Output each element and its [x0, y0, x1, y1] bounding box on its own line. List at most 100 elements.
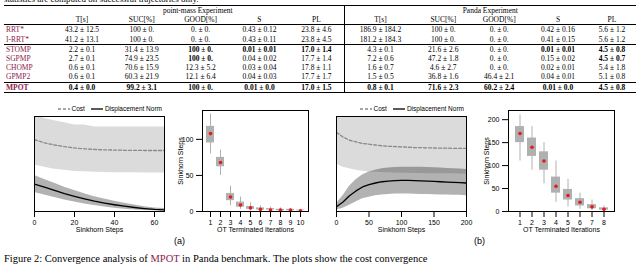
html-text:0.04 ± 0.01: 0.04 ± 0.01: [541, 72, 576, 82]
html-text:186.9 ± 184.2: 186.9 ± 184.2: [359, 25, 402, 35]
svg-text:200: 200: [488, 116, 500, 123]
html-text:41.2 ± 13.1: 41.2 ± 13.1: [64, 34, 100, 44]
html-text:23.8 ± 4.6: 23.8 ± 4.6: [301, 25, 332, 35]
html-text:GOOD[%]: GOOD[%]: [184, 15, 218, 25]
svg-text:Sinkhorn Steps: Sinkhorn Steps: [483, 137, 491, 185]
html-text:T[s]: T[s]: [374, 15, 387, 25]
html-text:0. ± 0.: 0. ± 0.: [191, 25, 211, 35]
html-text:PL: PL: [607, 15, 617, 25]
html-text:23.8 ± 4.5: 23.8 ± 4.5: [301, 34, 332, 44]
html-text:5.4 ± 1.8: 5.4 ± 1.8: [598, 63, 626, 73]
html-text:CHOMP: CHOMP: [6, 63, 33, 73]
html-text:71.6 ± 2.3: 71.6 ± 2.3: [428, 82, 459, 92]
html-text:60.3 ± 21.9: 60.3 ± 21.9: [124, 72, 159, 82]
svg-text:50: 50: [492, 185, 500, 192]
html-text:I-RRT*: I-RRT*: [6, 34, 29, 44]
html-text:4.3 ± 0.1: 4.3 ± 0.1: [367, 44, 394, 54]
html-text:31.4 ± 13.9: 31.4 ± 13.9: [124, 44, 159, 54]
html-text:17.0 ± 1.4: 17.0 ± 1.4: [301, 44, 332, 54]
html-text:RRT*: RRT*: [6, 25, 24, 35]
html-text:60.2 ± 2.4: 60.2 ± 2.4: [484, 82, 515, 92]
svg-text:8: 8: [602, 219, 606, 226]
svg-text:0: 0: [335, 219, 339, 226]
html-text:0.02 ± 0.01: 0.02 ± 0.01: [541, 63, 576, 73]
html-text:12.1 ± 6.4: 12.1 ± 6.4: [185, 72, 216, 82]
html-text:100 ± 0.: 100 ± 0.: [129, 25, 155, 35]
html-text:STOMP: STOMP: [6, 44, 31, 54]
html-text:100 ± 0.: 100 ± 0.: [430, 34, 456, 44]
html-text:99.2 ± 3.1: 99.2 ± 3.1: [126, 82, 157, 92]
html-text:0.03 ± 0.04: 0.03 ± 0.04: [242, 63, 277, 73]
html-text:0.01 ± 0.0: 0.01 ± 0.0: [542, 82, 574, 92]
html-text:0.43 ± 0.12: 0.43 ± 0.12: [242, 25, 277, 35]
html-text:0.43 ± 0.11: 0.43 ± 0.11: [242, 34, 277, 44]
html-text:46.4 ± 2.1: 46.4 ± 2.1: [484, 72, 515, 82]
svg-text:Sinkhorn Steps: Sinkhorn Steps: [177, 137, 185, 185]
svg-text:0: 0: [33, 219, 37, 226]
html-text:SUC[%]: SUC[%]: [430, 15, 457, 25]
html-text:5.6 ± 1.2: 5.6 ± 1.2: [598, 34, 626, 44]
html-text:MPOT: MPOT: [6, 82, 29, 92]
html-text:70.6 ± 15.9: 70.6 ± 15.9: [124, 63, 159, 73]
html-text:0. ± 0.: 0. ± 0.: [191, 34, 211, 44]
svg-text:Sinkhorn Steps: Sinkhorn Steps: [76, 226, 124, 234]
html-text:1.5 ± 0.5: 1.5 ± 0.5: [367, 72, 394, 82]
html-text:0. ± 0.: 0. ± 0.: [489, 25, 509, 35]
html-text:0.01 ± 0.01: 0.01 ± 0.01: [242, 44, 277, 54]
html-text:GOOD[%]: GOOD[%]: [482, 15, 516, 25]
html-text:12.3 ± 5.2: 12.3 ± 5.2: [185, 63, 216, 73]
html-text:0.01 ± 0.01: 0.01 ± 0.01: [541, 44, 576, 54]
html-text:100 ± 0.: 100 ± 0.: [129, 34, 155, 44]
svg-text:OT Terminated Iterations: OT Terminated Iterations: [217, 226, 294, 233]
html-text:GPMP2: GPMP2: [6, 72, 31, 82]
svg-text:0: 0: [496, 208, 500, 215]
html-text:point-mass Experiment: point-mass Experiment: [162, 6, 233, 15]
html-text:181.2 ± 184.3: 181.2 ± 184.3: [359, 34, 402, 44]
svg-text:10: 10: [297, 219, 305, 226]
html-text:36.8 ± 1.6: 36.8 ± 1.6: [428, 72, 459, 82]
svg-text:Sinkhorn Steps: Sinkhorn Steps: [378, 226, 426, 234]
html-text:0.01 ± 0.0: 0.01 ± 0.0: [244, 82, 275, 92]
html-text:SUC[%]: SUC[%]: [128, 15, 155, 25]
html-text:0.8 ± 0.1: 0.8 ± 0.1: [367, 82, 394, 92]
html-text:PL: PL: [312, 15, 321, 25]
svg-text:0: 0: [190, 208, 194, 215]
html-text:4.6 ± 2.7: 4.6 ± 2.7: [430, 63, 457, 73]
html-text:5.6 ± 1.2: 5.6 ± 1.2: [598, 25, 626, 35]
html-text:0.6 ± 0.1: 0.6 ± 0.1: [68, 63, 96, 73]
html-text:21.6 ± 2.6: 21.6 ± 2.6: [428, 44, 459, 54]
svg-text:1: 1: [209, 219, 213, 226]
html-text:0.42 ± 0.16: 0.42 ± 0.16: [541, 25, 576, 35]
html-text:100 ± 0.: 100 ± 0.: [188, 44, 213, 54]
svg-text:60: 60: [151, 219, 159, 226]
html-text:1.6 ± 0.7: 1.6 ± 0.7: [367, 63, 394, 73]
html-text:0.4 ± 0.0: 0.4 ± 0.0: [68, 82, 96, 92]
html-text:0. ± 0.: 0. ± 0.: [489, 34, 509, 44]
html-text:T[s]: T[s]: [75, 15, 89, 25]
html-text:2.2 ± 0.1: 2.2 ± 0.1: [68, 44, 96, 54]
svg-text:1: 1: [518, 219, 522, 226]
html-text:100 ± 0.: 100 ± 0.: [430, 25, 456, 35]
html-text:0.04 ± 0.03: 0.04 ± 0.03: [242, 72, 277, 82]
html-text:100 ± 0.: 100 ± 0.: [188, 82, 213, 92]
html-text:0. ± 0.: 0. ± 0.: [489, 63, 509, 73]
html-text:Panda Experiment: Panda Experiment: [462, 6, 518, 15]
html-text:Figure 2: Convergence analysis: Figure 2: Convergence analysis of MPOT i…: [4, 253, 428, 264]
html-text:(b): (b): [474, 236, 485, 246]
svg-text:50: 50: [186, 172, 194, 179]
svg-text:200: 200: [461, 219, 473, 226]
svg-text:50: 50: [365, 219, 373, 226]
html-text:43.2 ± 12.5: 43.2 ± 12.5: [64, 25, 100, 35]
html-text:4.5 ± 0.8: 4.5 ± 0.8: [598, 44, 626, 54]
svg-text:OT Terminated Iterations: OT Terminated Iterations: [523, 226, 600, 233]
html-text:4.5 ± 0.8: 4.5 ± 0.8: [598, 82, 626, 92]
html-text:0.6 ± 0.1: 0.6 ± 0.1: [68, 72, 96, 82]
html-text:(a): (a): [174, 236, 185, 246]
svg-text:150: 150: [428, 219, 440, 226]
html-text:17.7 ± 1.7: 17.7 ± 1.7: [301, 72, 332, 82]
html-text:0.41 ± 0.15: 0.41 ± 0.15: [541, 34, 576, 44]
html-text:5.1 ± 0.8: 5.1 ± 0.8: [598, 72, 626, 82]
html-text:0. ± 0.: 0. ± 0.: [489, 44, 509, 54]
html-text:17.8 ± 1.1: 17.8 ± 1.1: [301, 63, 332, 73]
html-text:17.0 ± 1.5: 17.0 ± 1.5: [301, 82, 332, 92]
